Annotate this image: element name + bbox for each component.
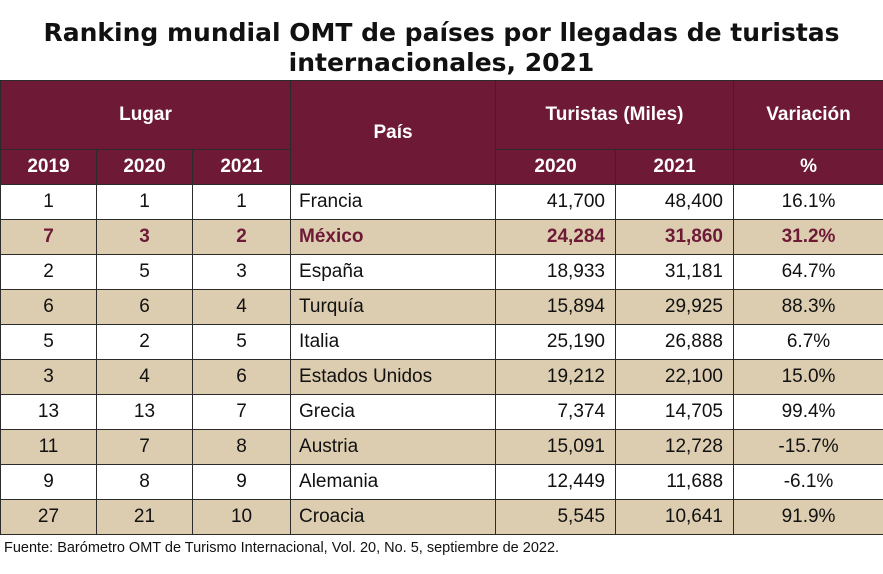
header-percent: %: [733, 149, 883, 185]
title-line-2: internacionales, 2021: [288, 48, 595, 77]
cell-rank-2021: 8: [191, 429, 292, 465]
cell-tourists-2020: 41,700: [495, 184, 617, 220]
header-turistas: Turistas (Miles): [495, 80, 735, 150]
cell-rank-2019: 11: [0, 429, 97, 465]
cell-variation: 88.3%: [733, 289, 883, 325]
cell-country: Grecia: [290, 394, 497, 430]
cell-rank-2021: 1: [191, 184, 292, 220]
cell-country: Italia: [290, 324, 497, 360]
cell-tourists-2021: 14,705: [615, 394, 735, 430]
cell-rank-2019: 1: [0, 184, 97, 220]
table-row: 2 5 3 España 18,933 31,181 64.7%: [0, 254, 883, 290]
cell-rank-2021: 2: [191, 219, 292, 255]
cell-tourists-2020: 7,374: [495, 394, 617, 430]
cell-rank-2019: 5: [0, 324, 97, 360]
cell-country: México: [290, 219, 497, 255]
cell-tourists-2021: 11,688: [615, 464, 735, 500]
cell-tourists-2021: 31,181: [615, 254, 735, 290]
cell-tourists-2021: 22,100: [615, 359, 735, 395]
cell-tourists-2021: 48,400: [615, 184, 735, 220]
header-variacion: Variación: [733, 80, 883, 150]
cell-rank-2020: 6: [96, 289, 193, 325]
table-row-highlighted: 7 3 2 México 24,284 31,860 31.2%: [0, 219, 883, 255]
cell-variation: 16.1%: [733, 184, 883, 220]
cell-rank-2020: 7: [96, 429, 193, 465]
cell-rank-2021: 10: [191, 499, 292, 535]
cell-variation: 6.7%: [733, 324, 883, 360]
cell-tourists-2021: 26,888: [615, 324, 735, 360]
cell-rank-2019: 6: [0, 289, 97, 325]
header-2021: 2021: [191, 149, 292, 185]
cell-rank-2019: 7: [0, 219, 97, 255]
cell-tourists-2020: 12,449: [495, 464, 617, 500]
cell-rank-2021: 5: [191, 324, 292, 360]
cell-rank-2020: 5: [96, 254, 193, 290]
ranking-table: Lugar País Turistas (Miles) Variación 20…: [0, 80, 883, 535]
cell-tourists-2020: 19,212: [495, 359, 617, 395]
cell-variation: -15.7%: [733, 429, 883, 465]
cell-tourists-2020: 5,545: [495, 499, 617, 535]
cell-rank-2020: 21: [96, 499, 193, 535]
table-row: 3 4 6 Estados Unidos 19,212 22,100 15.0%: [0, 359, 883, 395]
cell-rank-2020: 8: [96, 464, 193, 500]
cell-tourists-2020: 25,190: [495, 324, 617, 360]
cell-variation: 91.9%: [733, 499, 883, 535]
header-lugar: Lugar: [0, 80, 292, 150]
header-2020: 2020: [96, 149, 193, 185]
cell-variation: 64.7%: [733, 254, 883, 290]
table-row: 27 21 10 Croacia 5,545 10,641 91.9%: [0, 499, 883, 535]
cell-country: España: [290, 254, 497, 290]
cell-rank-2020: 13: [96, 394, 193, 430]
cell-tourists-2020: 24,284: [495, 219, 617, 255]
cell-rank-2020: 1: [96, 184, 193, 220]
title-line-1: Ranking mundial OMT de países por llegad…: [43, 18, 840, 47]
cell-country: Francia: [290, 184, 497, 220]
cell-variation: 99.4%: [733, 394, 883, 430]
cell-tourists-2020: 15,894: [495, 289, 617, 325]
table-row: 1 1 1 Francia 41,700 48,400 16.1%: [0, 184, 883, 220]
cell-rank-2021: 9: [191, 464, 292, 500]
cell-country: Croacia: [290, 499, 497, 535]
cell-country: Austria: [290, 429, 497, 465]
cell-country: Alemania: [290, 464, 497, 500]
cell-rank-2019: 27: [0, 499, 97, 535]
cell-rank-2020: 2: [96, 324, 193, 360]
cell-tourists-2020: 18,933: [495, 254, 617, 290]
cell-rank-2019: 13: [0, 394, 97, 430]
header-turistas-2020: 2020: [495, 149, 617, 185]
cell-tourists-2021: 12,728: [615, 429, 735, 465]
cell-tourists-2021: 29,925: [615, 289, 735, 325]
cell-rank-2021: 3: [191, 254, 292, 290]
header-turistas-2021: 2021: [615, 149, 735, 185]
cell-rank-2019: 3: [0, 359, 97, 395]
cell-country: Turquía: [290, 289, 497, 325]
cell-rank-2019: 2: [0, 254, 97, 290]
cell-variation: 31.2%: [733, 219, 883, 255]
page-title: Ranking mundial OMT de países por llegad…: [0, 0, 883, 80]
header-pais: País: [290, 80, 497, 185]
table-row: 13 13 7 Grecia 7,374 14,705 99.4%: [0, 394, 883, 430]
cell-tourists-2021: 10,641: [615, 499, 735, 535]
cell-tourists-2020: 15,091: [495, 429, 617, 465]
table-row: 5 2 5 Italia 25,190 26,888 6.7%: [0, 324, 883, 360]
cell-rank-2021: 4: [191, 289, 292, 325]
table-row: 11 7 8 Austria 15,091 12,728 -15.7%: [0, 429, 883, 465]
cell-tourists-2021: 31,860: [615, 219, 735, 255]
cell-variation: 15.0%: [733, 359, 883, 395]
cell-rank-2021: 7: [191, 394, 292, 430]
cell-rank-2021: 6: [191, 359, 292, 395]
cell-rank-2019: 9: [0, 464, 97, 500]
cell-rank-2020: 3: [96, 219, 193, 255]
source-note: Fuente: Barómetro OMT de Turismo Interna…: [4, 540, 560, 556]
table-row: 9 8 9 Alemania 12,449 11,688 -6.1%: [0, 464, 883, 500]
table-row: 6 6 4 Turquía 15,894 29,925 88.3%: [0, 289, 883, 325]
cell-variation: -6.1%: [733, 464, 883, 500]
header-2019: 2019: [0, 149, 97, 185]
cell-country: Estados Unidos: [290, 359, 497, 395]
cell-rank-2020: 4: [96, 359, 193, 395]
